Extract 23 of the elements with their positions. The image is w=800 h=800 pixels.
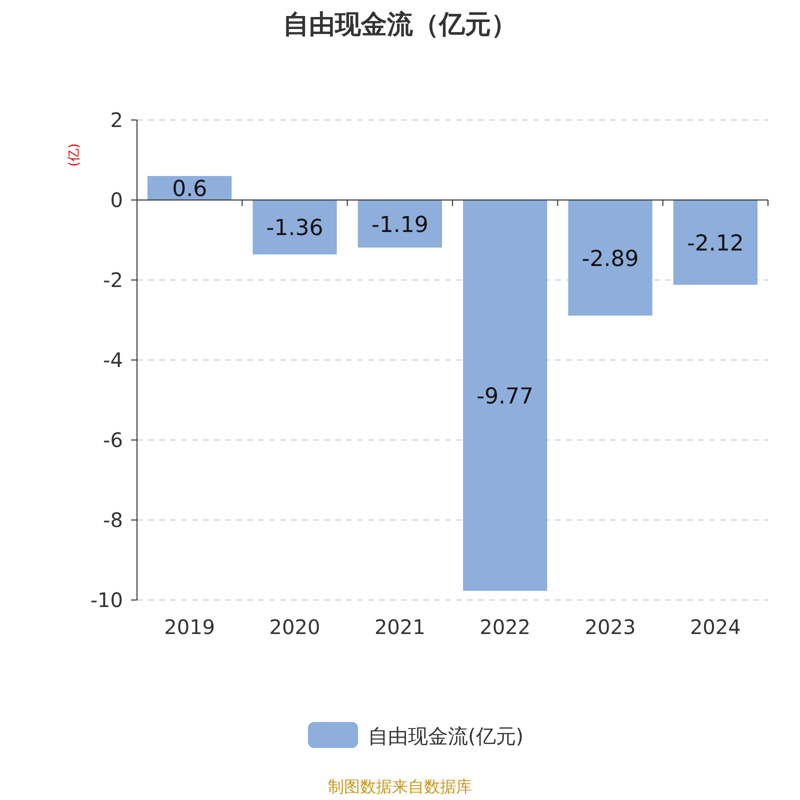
legend-label: 自由现金流(亿元) [368, 724, 524, 748]
x-tick-label: 2020 [269, 615, 320, 639]
text: 制图数据来自数据库 [328, 777, 472, 796]
y-tick-label: -6 [103, 428, 123, 452]
data-label: -2.89 [582, 246, 639, 272]
y-tick-label: -2 [103, 268, 123, 292]
x-tick-label: 2019 [164, 615, 216, 639]
data-label: -1.36 [266, 216, 324, 242]
x-tick-label: 2024 [690, 615, 741, 639]
y-tick-label: -10 [90, 588, 123, 612]
y-tick-label: 0 [110, 188, 123, 212]
x-tick-label: 2023 [584, 615, 636, 639]
y-tick-label: 2 [110, 108, 123, 132]
chart-title: 自由现金流（亿元） [283, 10, 517, 40]
data-label: -2.12 [686, 231, 744, 256]
y-tick-label: -8 [103, 508, 123, 532]
x-tick-label: 2021 [374, 615, 426, 639]
x-tick-label: 2022 [480, 615, 531, 639]
y-tick-label: -4 [103, 348, 123, 372]
data-label: -1.19 [371, 212, 428, 238]
data-label: -9.77 [476, 384, 534, 410]
y-axis-title: (亿) [67, 143, 82, 167]
data-label: 0.6 [172, 177, 208, 202]
